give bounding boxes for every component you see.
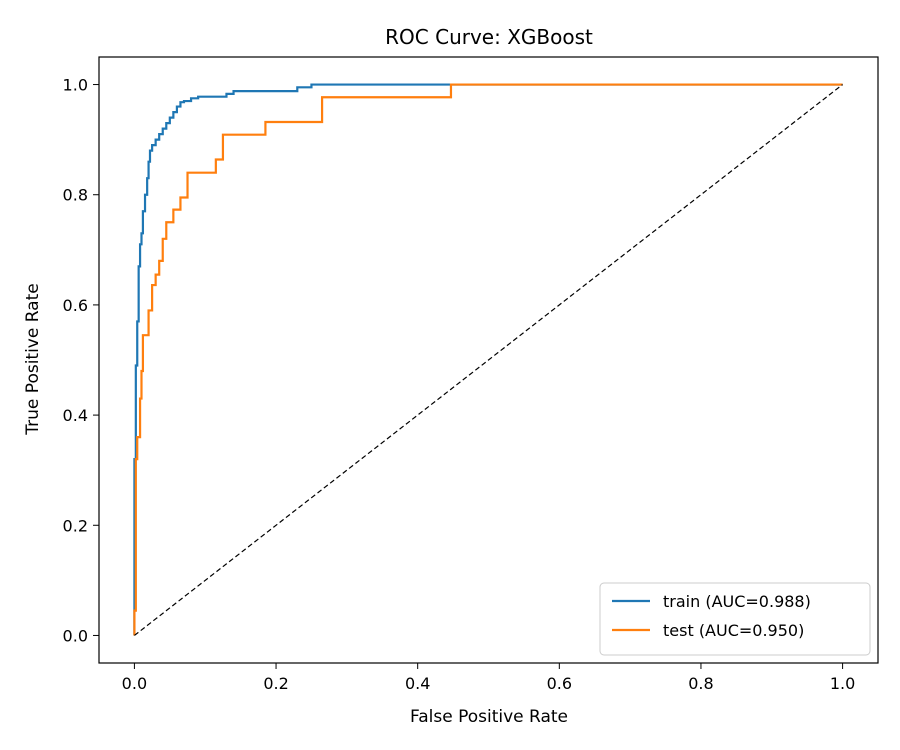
chart-title: ROC Curve: XGBoost bbox=[385, 25, 593, 49]
x-axis-ticks: 0.0 0.2 0.4 0.6 0.8 1.0 bbox=[122, 663, 855, 693]
legend: train (AUC=0.988) test (AUC=0.950) bbox=[599, 582, 871, 656]
x-tick-label: 1.0 bbox=[830, 674, 855, 693]
x-tick-label: 0.6 bbox=[547, 674, 572, 693]
legend-box bbox=[599, 582, 871, 656]
plot-area bbox=[133, 83, 843, 636]
y-tick-label: 0.8 bbox=[63, 186, 88, 205]
y-axis-ticks: 0.0 0.2 0.4 0.6 0.8 1.0 bbox=[63, 76, 99, 645]
legend-label: train (AUC=0.988) bbox=[663, 592, 811, 611]
y-tick-label: 0.4 bbox=[63, 406, 88, 425]
x-axis-label: False Positive Rate bbox=[410, 707, 568, 727]
chance-line bbox=[134, 84, 843, 636]
x-tick-label: 0.0 bbox=[122, 674, 147, 693]
y-tick-label: 0.0 bbox=[63, 626, 88, 645]
y-tick-label: 0.6 bbox=[63, 296, 88, 315]
y-tick-label: 1.0 bbox=[63, 76, 88, 95]
y-tick-label: 0.2 bbox=[63, 516, 88, 535]
y-axis-label: True Positive Rate bbox=[23, 283, 43, 435]
x-tick-label: 0.2 bbox=[263, 674, 288, 693]
plot-frame bbox=[98, 56, 879, 664]
x-tick-label: 0.4 bbox=[405, 674, 430, 693]
legend-label: test (AUC=0.950) bbox=[663, 621, 804, 640]
series-line-1 bbox=[133, 83, 843, 636]
x-tick-label: 0.8 bbox=[688, 674, 713, 693]
series-line-0 bbox=[133, 83, 843, 636]
